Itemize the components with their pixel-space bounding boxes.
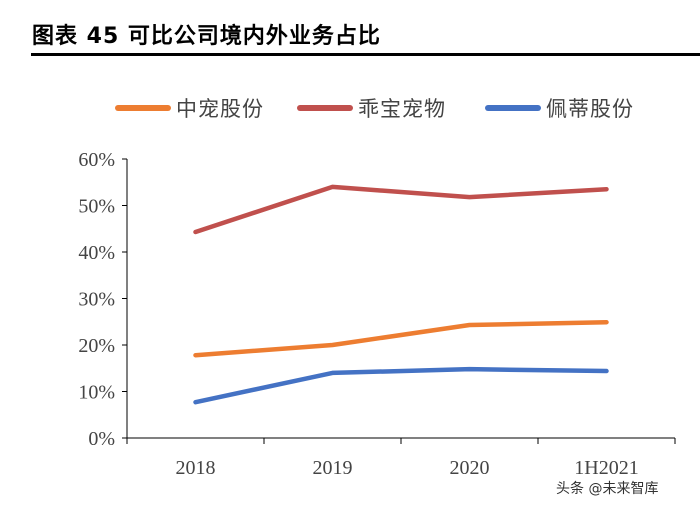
watermark: 头条 @未来智库 [556, 481, 659, 497]
y-tick-label: 20% [78, 335, 115, 357]
series-line-0 [193, 319, 609, 358]
y-tick-label: 0% [88, 428, 115, 450]
y-tick-label: 60% [78, 149, 115, 171]
legend-label: 佩蒂股份 [546, 97, 634, 121]
legend-label: 乖宝宠物 [358, 97, 446, 121]
series-line-1 [193, 184, 609, 235]
series-line-2 [193, 366, 609, 405]
y-tick-label: 30% [78, 289, 115, 311]
chart-title: 图表 45 可比公司境内外业务占比 [32, 24, 381, 49]
y-tick-label: 50% [78, 196, 115, 218]
y-tick-label: 10% [78, 382, 115, 404]
legend-label: 中宠股份 [176, 97, 264, 121]
x-tick-label: 2019 [313, 457, 353, 479]
y-tick-label: 40% [78, 242, 115, 264]
x-tick-label: 1H2021 [574, 457, 638, 479]
x-tick-label: 2018 [176, 457, 216, 479]
title-divider [31, 53, 700, 56]
x-tick-label: 2020 [450, 457, 490, 479]
